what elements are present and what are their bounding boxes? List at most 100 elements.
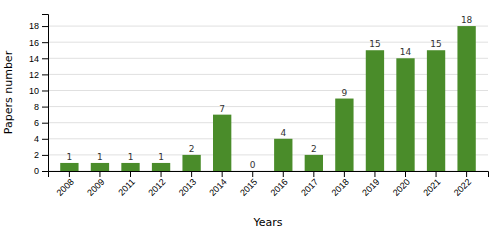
y-tick: 4	[34, 134, 48, 144]
bar	[335, 99, 353, 171]
x-tick-label: 2011	[116, 177, 137, 198]
y-tick: 6	[34, 118, 48, 128]
bar	[396, 58, 414, 171]
bar	[366, 50, 384, 171]
y-tick: 14	[29, 54, 48, 64]
y-tick: 8	[34, 102, 48, 112]
x-tick: 2017	[299, 171, 320, 198]
y-tick-label: 2	[34, 150, 39, 160]
data-label: 0	[250, 160, 256, 170]
x-tick-label: 2016	[269, 177, 290, 198]
x-tick-mark	[69, 171, 70, 177]
x-tick-label: 2008	[55, 177, 76, 198]
bar	[457, 26, 475, 171]
x-tick-mark	[99, 171, 100, 177]
y-tick-label: 12	[29, 70, 39, 80]
x-tick: 2013	[177, 171, 198, 198]
grid-line	[48, 138, 488, 139]
y-tick-mark	[42, 74, 48, 75]
x-tick-label: 2020	[391, 177, 412, 198]
y-tick: 10	[29, 86, 48, 96]
x-tick-mark	[313, 171, 314, 177]
grid-line	[48, 74, 488, 75]
x-tick-mark	[405, 171, 406, 177]
grid-line	[48, 90, 488, 91]
data-label: 18	[461, 15, 473, 25]
y-tick-mark	[42, 123, 48, 124]
x-tick-label: 2017	[299, 177, 320, 198]
y-axis-title: Papers number	[2, 50, 15, 134]
data-labels: 111127042915141518	[67, 15, 473, 170]
x-tick: 2011	[116, 171, 137, 198]
data-label: 2	[189, 144, 195, 154]
x-tick: 2018	[330, 171, 351, 198]
data-label: 14	[400, 47, 412, 57]
x-tick-mark	[130, 171, 131, 177]
bar	[213, 115, 231, 171]
y-axis-line	[42, 15, 49, 172]
bar	[60, 163, 78, 171]
x-tick-mark	[252, 171, 253, 177]
y-tick-label: 10	[29, 86, 39, 96]
x-axis-title: Years	[252, 216, 282, 229]
y-tick-label: 6	[34, 118, 39, 128]
x-tick: 2021	[421, 171, 442, 198]
y-tick-label: 16	[29, 38, 39, 48]
y-tick: 12	[29, 70, 48, 80]
data-label: 15	[430, 39, 441, 49]
x-tick-mark	[191, 171, 192, 177]
bar	[152, 163, 170, 171]
y-tick-label: 4	[34, 134, 39, 144]
x-tick: 2015	[238, 171, 259, 198]
x-tick: 2016	[269, 171, 290, 198]
x-tick-label: 2019	[360, 177, 381, 198]
data-label: 1	[128, 152, 134, 162]
bar	[91, 163, 109, 171]
chart: 1111270429151415182008200920112012201320…	[0, 0, 500, 231]
x-axis-line	[49, 172, 489, 178]
x-tick-mark	[436, 171, 437, 177]
x-tick-label: 2013	[177, 177, 198, 198]
y-tick-mark	[42, 155, 48, 156]
bar	[182, 155, 200, 171]
data-label: 15	[369, 39, 380, 49]
x-tick-mark	[374, 171, 375, 177]
data-label: 9	[342, 88, 348, 98]
grid-line	[48, 58, 488, 59]
y-axis: 0 2 4 6 8 10 12 14 16 18	[29, 15, 49, 177]
x-tick-mark	[466, 171, 467, 177]
data-label: 1	[67, 152, 73, 162]
grid-line	[48, 42, 488, 43]
grid	[48, 26, 488, 171]
y-tick-mark	[42, 58, 48, 59]
x-tick: 2012	[146, 171, 167, 198]
bar	[121, 163, 139, 171]
y-tick-mark	[42, 107, 48, 108]
data-label: 2	[311, 144, 317, 154]
y-tick-label: 18	[29, 21, 39, 31]
data-label: 1	[158, 152, 164, 162]
x-tick: 2022	[452, 171, 473, 198]
y-tick-mark	[42, 171, 48, 172]
x-axis: 2008 2009 2011 2012 2013 2014 2015 2016 2017 2018…	[49, 171, 489, 198]
x-tick-label: 2021	[421, 177, 442, 198]
grid-line	[48, 122, 488, 123]
x-tick-mark	[283, 171, 284, 177]
x-tick: 2008	[55, 171, 76, 198]
grid-line	[48, 154, 488, 155]
x-tick-label: 2009	[85, 177, 106, 198]
y-tick: 18	[29, 21, 48, 31]
bar	[274, 139, 292, 171]
y-tick-label: 14	[29, 54, 39, 64]
x-tick-mark	[161, 171, 162, 177]
x-tick-mark	[222, 171, 223, 177]
data-label: 4	[280, 128, 286, 138]
data-label: 1	[97, 152, 103, 162]
y-tick: 0	[34, 166, 48, 176]
x-tick: 2014	[207, 171, 228, 198]
x-tick-label: 2015	[238, 177, 259, 198]
bar	[427, 50, 445, 171]
x-tick: 2019	[360, 171, 381, 198]
x-tick: 2020	[391, 171, 412, 198]
y-tick-mark	[42, 90, 48, 91]
